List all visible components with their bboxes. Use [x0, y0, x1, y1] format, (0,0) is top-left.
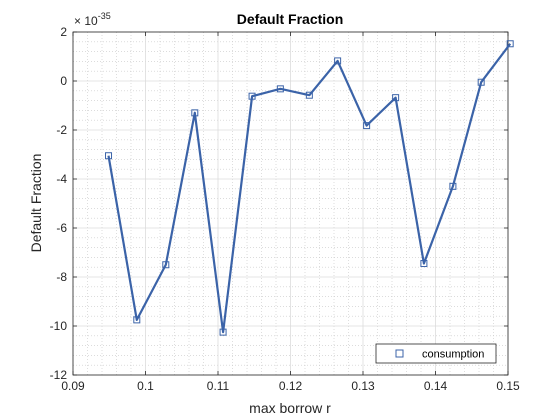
- data-point-marker: [506, 40, 514, 48]
- y-exponent-base: × 10: [74, 14, 98, 28]
- data-point-marker: [449, 182, 457, 190]
- y-tick-label: -10: [50, 319, 68, 333]
- legend-entry-label: consumption: [422, 349, 484, 361]
- y-exponent-power: -35: [98, 11, 111, 21]
- y-tick-label: 2: [60, 25, 67, 39]
- data-point-marker: [477, 78, 485, 86]
- data-point-marker: [276, 85, 284, 93]
- x-axis-label: max borrow r: [249, 400, 331, 416]
- x-tick-label: 0.14: [424, 379, 448, 393]
- series-line-consumption: [107, 43, 512, 334]
- chart-title: Default Fraction: [237, 11, 344, 27]
- data-point-marker: [392, 94, 400, 102]
- x-tick-label: 0.11: [207, 379, 230, 393]
- y-tick-label: 0: [60, 74, 67, 88]
- x-tick-label: 0.12: [279, 379, 303, 393]
- data-point-marker: [133, 316, 141, 324]
- y-tick-label: -12: [50, 368, 68, 382]
- series-layer: [105, 40, 514, 336]
- x-tick-label: 0.13: [351, 379, 375, 393]
- y-axis-label: Default Fraction: [28, 154, 44, 253]
- data-point-marker: [105, 152, 113, 160]
- data-point-marker: [363, 122, 371, 130]
- data-point-marker: [334, 57, 342, 65]
- data-point-marker: [191, 109, 199, 117]
- y-exponent-label: × 10-35: [74, 11, 111, 28]
- x-tick-label: 0.1: [137, 379, 154, 393]
- data-point-marker: [420, 260, 428, 268]
- x-tick-label: 0.09: [61, 379, 85, 393]
- y-tick-label: -6: [56, 221, 67, 235]
- data-point-marker: [248, 92, 256, 100]
- grid: [72, 31, 509, 376]
- y-tick-label: -2: [56, 123, 67, 137]
- y-tick-label: -8: [56, 270, 67, 284]
- legend-box: [375, 343, 497, 364]
- data-point-marker: [219, 328, 227, 336]
- legend-marker: [395, 349, 404, 358]
- data-point-marker: [305, 91, 313, 99]
- x-tick-label: 0.15: [496, 379, 520, 393]
- legend: consumption: [375, 343, 497, 364]
- y-tick-label: -4: [56, 172, 67, 186]
- data-point-marker: [162, 261, 170, 269]
- axis-ticks: 0.09 0.1 0.11 0.12 0.13 0.14 0.15 2 0 -2 -4 -6 -8 -10…: [50, 25, 520, 393]
